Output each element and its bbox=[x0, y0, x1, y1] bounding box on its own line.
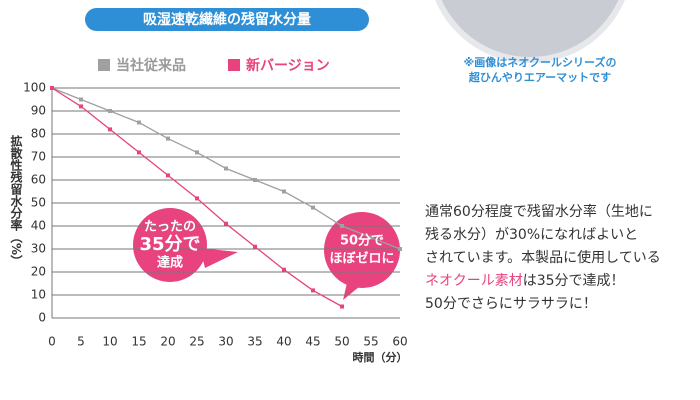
bubble-tail bbox=[343, 270, 370, 300]
series-point bbox=[137, 150, 141, 155]
series-point bbox=[253, 178, 257, 182]
bubble-tail bbox=[200, 248, 238, 268]
series-point bbox=[108, 109, 112, 113]
description-segment: 50分でさらにサラサラに！ bbox=[425, 296, 597, 312]
title-pill bbox=[85, 8, 369, 31]
y-tick-label: 20 bbox=[31, 265, 46, 279]
caption: ※画像はネオクールシリーズの bbox=[464, 55, 617, 69]
y-tick-label: 40 bbox=[31, 219, 46, 233]
description-line: されています。本製品に使用している bbox=[425, 249, 661, 266]
x-tick-label: 35 bbox=[247, 335, 262, 349]
description-segment: されています。本製品に使用している bbox=[425, 249, 661, 266]
series-point bbox=[224, 166, 228, 171]
x-tick-label: 0 bbox=[48, 335, 56, 349]
legend-swatch bbox=[228, 59, 240, 71]
series-point bbox=[369, 235, 373, 240]
legend-label: 当社従来品 bbox=[116, 57, 186, 74]
x-tick-label: 25 bbox=[189, 335, 204, 349]
legend-swatch bbox=[98, 59, 110, 71]
annotation-bubble bbox=[324, 212, 400, 288]
x-tick-label: 45 bbox=[305, 335, 320, 349]
x-tick-label: 20 bbox=[160, 335, 175, 349]
y-tick-label: 90 bbox=[31, 104, 46, 118]
annotation-text: たったの bbox=[144, 220, 196, 235]
description-segment: は35分で達成！ bbox=[523, 273, 625, 289]
x-tick-label: 55 bbox=[363, 335, 378, 349]
product-photo bbox=[438, 0, 622, 60]
x-tick-label: 60 bbox=[392, 335, 407, 349]
series-point bbox=[166, 173, 170, 178]
description-segment: 残る水分）が30%になればよいと bbox=[425, 227, 638, 243]
description-segment: ネオクール素材 bbox=[425, 273, 523, 289]
series-point bbox=[311, 205, 315, 210]
series-point bbox=[79, 104, 83, 109]
x-tick-label: 40 bbox=[276, 335, 291, 349]
x-tick-label: 15 bbox=[131, 335, 146, 349]
caption: 超ひんやりエアーマットです bbox=[468, 70, 611, 84]
series-point bbox=[195, 196, 199, 201]
description-line: 50分でさらにサラサラに！ bbox=[425, 296, 597, 312]
series-point bbox=[282, 267, 286, 272]
series-point bbox=[340, 304, 344, 309]
x-tick-label: 50 bbox=[334, 335, 349, 349]
y-tick-label: 70 bbox=[31, 150, 46, 164]
y-tick-label: 100 bbox=[23, 81, 46, 95]
y-tick-label: 10 bbox=[31, 288, 46, 302]
series-point bbox=[166, 136, 170, 141]
photo-frame bbox=[435, 0, 625, 63]
annotation-text: ほぼゼロに bbox=[329, 251, 394, 267]
legend-label: 新バージョン bbox=[246, 57, 330, 74]
annotation-text: 達成 bbox=[157, 255, 183, 271]
description-line: 通常60分程度で残留水分率（生地に bbox=[425, 203, 653, 220]
series-point bbox=[282, 189, 286, 194]
series-point bbox=[195, 150, 199, 155]
series-point bbox=[50, 86, 54, 90]
description-line: ネオクール素材は35分で達成！ bbox=[425, 273, 625, 289]
description-line: 残る水分）が30%になればよいと bbox=[425, 227, 638, 243]
description-segment: 通常60分程度で残留水分率（生地に bbox=[425, 203, 653, 220]
annotation-text: 50分で bbox=[340, 233, 384, 249]
annotation-text: 35分で bbox=[139, 234, 200, 255]
y-axis-label: 拡散性残留水分率（%） bbox=[9, 134, 23, 267]
y-tick-label: 60 bbox=[31, 173, 46, 187]
y-tick-label: 50 bbox=[31, 196, 46, 210]
series-point bbox=[108, 127, 112, 132]
x-tick-label: 30 bbox=[218, 335, 233, 349]
y-tick-label: 80 bbox=[31, 127, 46, 141]
chart-title: 吸湿速乾繊維の残留水分量 bbox=[143, 11, 311, 28]
series-point bbox=[311, 288, 315, 293]
y-tick-label: 0 bbox=[38, 311, 46, 325]
y-tick-label: 30 bbox=[31, 242, 46, 256]
series-point bbox=[224, 221, 228, 226]
series-point bbox=[398, 247, 402, 251]
x-axis-label: 時間（分） bbox=[353, 350, 408, 364]
x-tick-label: 5 bbox=[77, 335, 85, 349]
series-point bbox=[253, 244, 257, 249]
series-point bbox=[137, 120, 141, 125]
series-point bbox=[340, 224, 344, 228]
series-point bbox=[79, 97, 83, 102]
x-tick-label: 10 bbox=[102, 335, 117, 349]
